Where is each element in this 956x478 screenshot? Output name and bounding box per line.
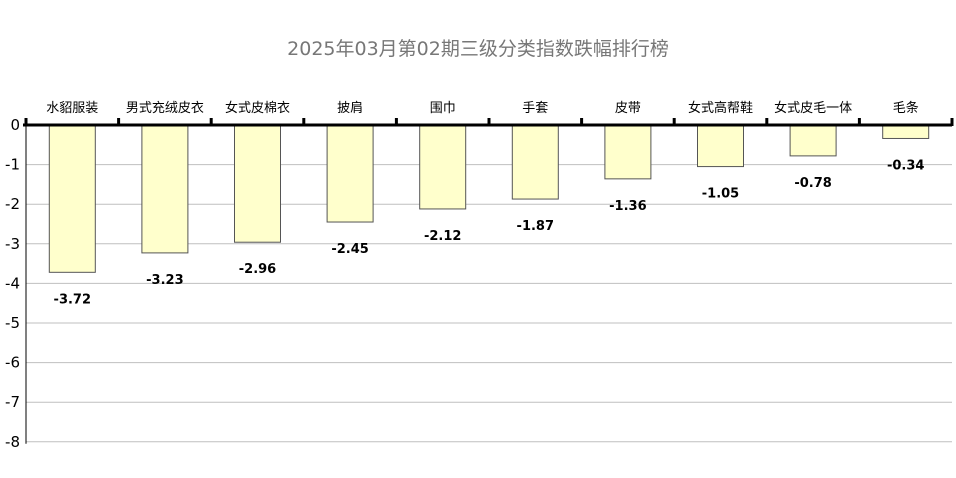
x-category-label: 手套 (522, 100, 548, 116)
y-tick-label: -8 (5, 433, 20, 451)
y-tick-label: -5 (5, 314, 20, 332)
x-category-label: 毛条 (893, 100, 919, 116)
x-category-label: 女式皮棉衣 (225, 100, 290, 116)
data-label: -0.34 (887, 158, 924, 173)
bar[interactable] (511, 124, 559, 200)
data-label: -3.72 (54, 292, 91, 307)
x-category-label: 男式充绒皮衣 (126, 100, 204, 116)
bar[interactable] (882, 124, 930, 139)
y-tick-label: -7 (5, 393, 20, 411)
x-category-label: 皮带 (615, 101, 641, 116)
y-tick-label: -6 (5, 354, 20, 372)
data-label: -1.05 (702, 187, 739, 202)
chart-title: 2025年03月第02期三级分类指数跌幅排行榜 (287, 38, 669, 60)
bar[interactable] (141, 124, 189, 254)
bar[interactable] (234, 124, 281, 243)
y-tick-label: -1 (5, 156, 20, 174)
x-category-label: 女式皮毛一体 (774, 100, 852, 116)
bar[interactable] (326, 124, 374, 223)
x-category-label: 围巾 (430, 101, 456, 116)
x-category-label: 水貂服装 (46, 101, 98, 116)
y-tick-label: -2 (5, 195, 20, 213)
data-label: -2.96 (239, 262, 276, 277)
data-label: -2.12 (424, 229, 461, 244)
data-label: -0.78 (794, 176, 831, 191)
bar[interactable] (48, 124, 96, 273)
data-label: -3.23 (146, 273, 183, 288)
y-tick-label: -4 (5, 274, 20, 292)
y-tick-label: -3 (5, 235, 20, 253)
data-label: -1.87 (517, 219, 554, 234)
x-category-label: 披肩 (337, 100, 363, 116)
bar[interactable] (697, 124, 744, 168)
bar[interactable] (789, 124, 837, 157)
data-label: -1.36 (609, 199, 646, 214)
x-category-label: 女式高帮鞋 (688, 100, 753, 116)
y-tick-label: 0 (10, 116, 20, 134)
data-label: -2.45 (331, 242, 368, 257)
bar[interactable] (419, 124, 467, 210)
bar[interactable] (604, 124, 652, 180)
